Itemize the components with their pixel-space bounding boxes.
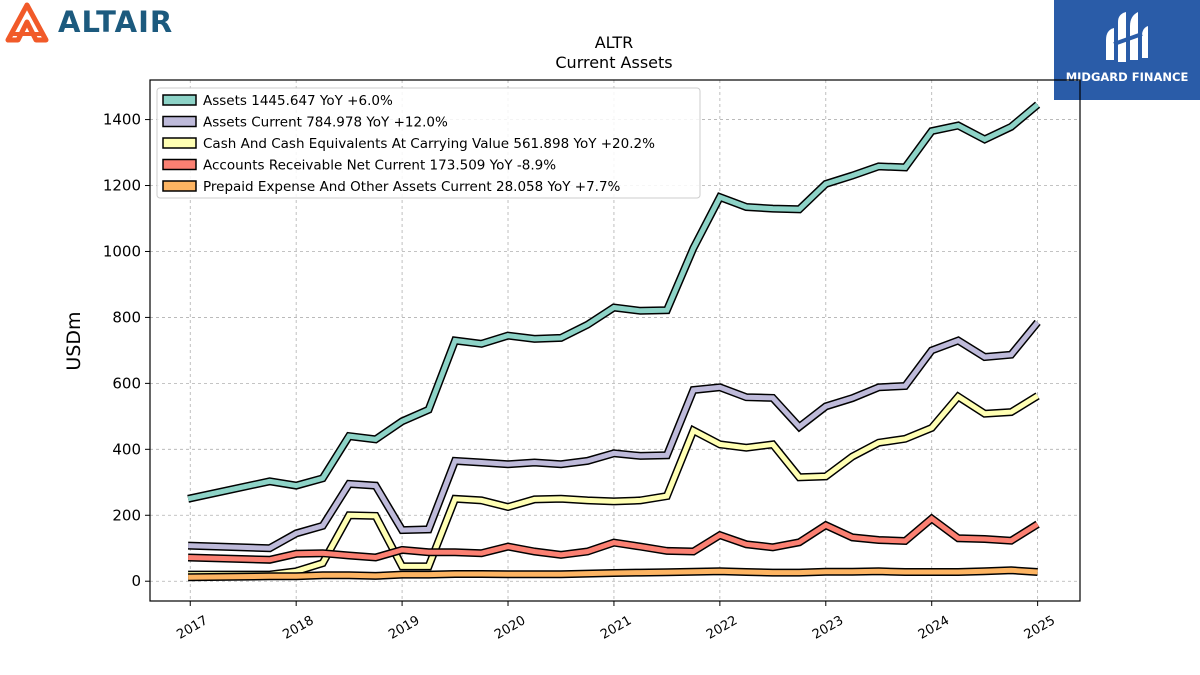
y-tick-label: 200 xyxy=(112,506,141,524)
altair-logo: ALTAIR xyxy=(4,2,194,46)
series-outline xyxy=(188,391,1040,579)
y-tick-label: 400 xyxy=(112,440,141,458)
midgard-finance-logo: MIDGARD FINANCE xyxy=(1054,0,1200,100)
series-line xyxy=(187,102,1040,502)
y-tick-label: 0 xyxy=(131,572,141,590)
y-tick-label: 1400 xyxy=(103,111,141,129)
midgard-logo-text: MIDGARD FINANCE xyxy=(1065,70,1189,84)
x-tick-label: 2022 xyxy=(704,613,740,643)
altair-mark-icon xyxy=(5,2,49,43)
legend-swatch xyxy=(162,94,197,106)
x-tick-label: 2025 xyxy=(1022,613,1058,643)
legend-entry: Assets 1445.647 YoY +6.0% xyxy=(203,93,393,109)
chart-title: ALTR xyxy=(595,33,634,52)
series-lines xyxy=(187,101,1041,582)
legend-box xyxy=(156,87,701,199)
series-line xyxy=(188,393,1039,578)
legend: Assets 1445.647 YoY +6.0% Assets Current … xyxy=(156,87,701,199)
series-line xyxy=(188,515,1039,563)
legend-swatch xyxy=(162,158,197,171)
legend-entry: Cash And Cash Equivalents At Carrying Va… xyxy=(203,136,655,152)
x-tick-label: 2017 xyxy=(174,613,210,643)
legend-entry: Accounts Receivable Net Current 173.509 … xyxy=(203,158,556,174)
x-tick-label: 2024 xyxy=(916,613,952,643)
y-tick-label: 1200 xyxy=(103,177,141,195)
legend-entry: Assets Current 784.978 YoY +12.0% xyxy=(203,115,448,131)
legend-swatch xyxy=(162,137,197,149)
x-tick-label: 2020 xyxy=(492,613,528,643)
y-axis: 0 200 400 600 800 1000 1200 1400 xyxy=(103,111,150,590)
y-axis-label: USDm xyxy=(63,311,85,370)
x-tick-label: 2019 xyxy=(386,613,422,643)
y-tick-label: 1000 xyxy=(103,242,141,260)
x-axis: 2017 2018 2019 2020 2021 2022 2023 2024 2025 xyxy=(174,601,1058,643)
altair-logo-text: ALTAIR xyxy=(58,5,174,39)
y-tick-label: 600 xyxy=(112,374,141,392)
series-line xyxy=(188,320,1040,551)
x-tick-label: 2021 xyxy=(598,613,634,643)
plot-frame xyxy=(149,79,1081,602)
y-tick-label: 800 xyxy=(112,308,141,326)
midgard-mark-icon xyxy=(1106,12,1148,62)
legend-swatch xyxy=(162,180,197,192)
chart-subtitle: Current Assets xyxy=(555,53,672,72)
series-line xyxy=(188,567,1038,580)
x-tick-label: 2023 xyxy=(810,613,846,643)
legend-entry: Prepaid Expense And Other Assets Current… xyxy=(203,179,621,195)
x-tick-label: 2018 xyxy=(280,613,316,643)
legend-swatch xyxy=(162,115,197,128)
